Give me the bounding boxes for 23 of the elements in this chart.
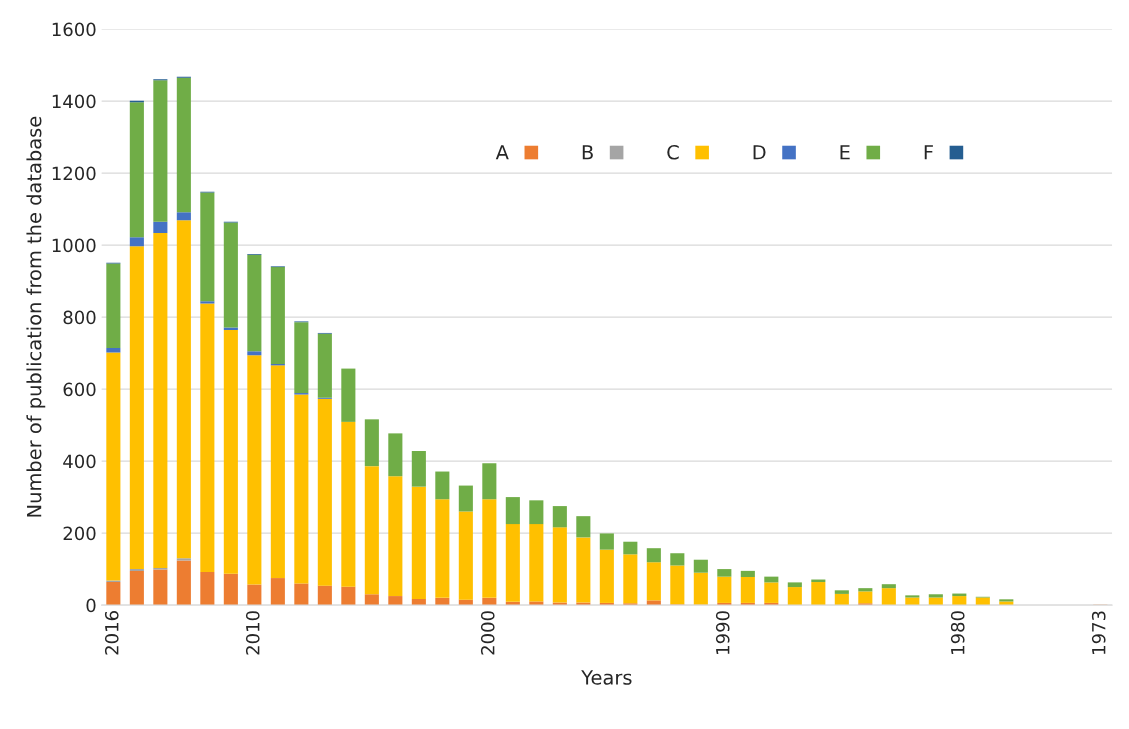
y-tick-label: 800 (63, 310, 96, 325)
y-tick-label: 200 (63, 526, 96, 541)
legend-label: E (840, 145, 850, 160)
y-tick-label: 400 (63, 454, 96, 469)
y-tick-label: 1000 (52, 238, 96, 253)
y-tick-label: 1200 (52, 166, 96, 181)
legend-label: F (924, 145, 933, 160)
legend-label: C (667, 144, 679, 160)
x-axis-title: Years (581, 670, 632, 685)
x-tick-label: 2000 (480, 611, 495, 655)
legend-label: D (753, 145, 766, 160)
x-tick-label: 2010 (245, 611, 260, 655)
legend-label: B (582, 145, 593, 160)
legend-label: A (495, 145, 509, 160)
y-tick-label: 600 (63, 382, 96, 397)
y-axis-title: Number of publication from the database (26, 116, 46, 517)
x-tick-label: 1973 (1091, 611, 1106, 654)
y-tick-label: 1400 (52, 94, 96, 109)
x-tick-label: 1990 (715, 611, 730, 654)
x-tick-label: 1980 (950, 611, 965, 654)
x-tick-label: 2016 (104, 611, 119, 655)
y-tick-label: 0 (86, 598, 96, 613)
y-tick-label: 1600 (52, 22, 96, 37)
